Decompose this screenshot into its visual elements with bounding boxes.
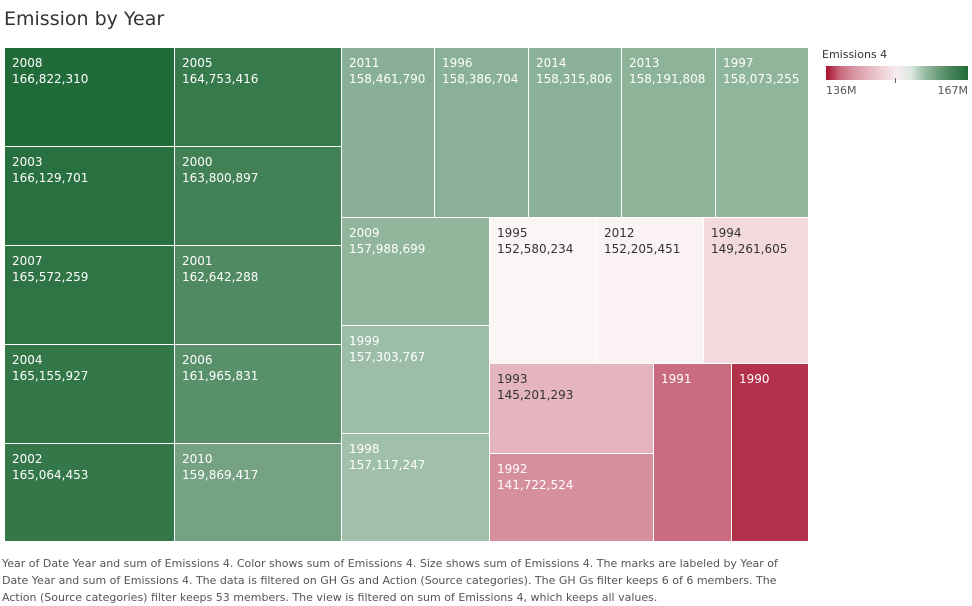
cell-value-label: 158,191,808: [629, 72, 706, 86]
cell-value-label: 141,722,524: [497, 478, 574, 492]
treemap-cell-2013[interactable]: 2013 158,191,808: [622, 48, 716, 218]
cell-year-label: 1990: [739, 372, 770, 386]
cell-year-label: 2006: [182, 353, 213, 367]
cell-year-label: 1999: [349, 334, 380, 348]
cell-value-label: 145,201,293: [497, 388, 574, 402]
treemap-cell-2006[interactable]: 2006 161,965,831: [175, 345, 342, 444]
cell-value-label: 165,064,453: [12, 468, 89, 482]
treemap-cell-2012[interactable]: 2012 152,205,451: [597, 218, 704, 364]
cell-value-label: 163,800,897: [182, 171, 259, 185]
cell-year-label: 2011: [349, 56, 380, 70]
cell-year-label: 2002: [12, 452, 43, 466]
treemap-cell-2004[interactable]: 2004 165,155,927: [5, 345, 175, 444]
cell-year-label: 2005: [182, 56, 213, 70]
cell-value-label: 157,988,699: [349, 242, 426, 256]
treemap-cell-1996[interactable]: 1996 158,386,704: [435, 48, 529, 218]
cell-value-label: 159,869,417: [182, 468, 259, 482]
cell-value-label: 158,461,790: [349, 72, 426, 86]
cell-year-label: 2007: [12, 254, 43, 268]
treemap-cell-2014[interactable]: 2014 158,315,806: [529, 48, 622, 218]
cell-value-label: 164,753,416: [182, 72, 259, 86]
cell-year-label: 1996: [442, 56, 473, 70]
treemap-cell-1992[interactable]: 1992 141,722,524: [490, 454, 654, 542]
treemap-cell-2011[interactable]: 2011 158,461,790: [342, 48, 435, 218]
treemap-cell-2002[interactable]: 2002 165,064,453: [5, 444, 175, 542]
chart-title: Emission by Year: [4, 8, 165, 30]
treemap-cell-2000[interactable]: 2000 163,800,897: [175, 147, 342, 246]
treemap-cell-1999[interactable]: 1999 157,303,767: [342, 326, 490, 434]
cell-year-label: 1992: [497, 462, 528, 476]
cell-value-label: 158,073,255: [723, 72, 800, 86]
treemap-cell-2003[interactable]: 2003 166,129,701: [5, 147, 175, 246]
cell-year-label: 2009: [349, 226, 380, 240]
cell-value-label: 149,261,605: [711, 242, 788, 256]
treemap-cell-2001[interactable]: 2001 162,642,288: [175, 246, 342, 345]
cell-value-label: 166,129,701: [12, 171, 89, 185]
chart-caption: Year of Date Year and sum of Emissions 4…: [2, 557, 778, 604]
cell-year-label: 1993: [497, 372, 528, 386]
cell-year-label: 1997: [723, 56, 754, 70]
treemap-cell-1995[interactable]: 1995 152,580,234: [490, 218, 597, 364]
treemap-cell-2008[interactable]: 2008 166,822,310: [5, 48, 175, 147]
cell-year-label: 1998: [349, 442, 380, 456]
cell-value-label: 152,580,234: [497, 242, 574, 256]
treemap-cell-2009[interactable]: 2009 157,988,699: [342, 218, 490, 326]
cell-year-label: 2004: [12, 353, 43, 367]
legend-gradient: [826, 66, 968, 80]
treemap-cell-1998[interactable]: 1998 157,117,247: [342, 434, 490, 542]
cell-value-label: 165,572,259: [12, 270, 89, 284]
legend-min-label: 136M: [826, 84, 857, 97]
legend-tick: [895, 78, 896, 83]
color-legend: Emissions 4 136M 167M: [822, 48, 972, 98]
cell-value-label: 158,386,704: [442, 72, 519, 86]
cell-year-label: 1995: [497, 226, 528, 240]
cell-year-label: 2010: [182, 452, 213, 466]
treemap-cell-2010[interactable]: 2010 159,869,417: [175, 444, 342, 542]
treemap-cell-1990[interactable]: 1990: [732, 364, 809, 542]
legend-max-label: 167M: [937, 84, 969, 97]
cell-year-label: 2000: [182, 155, 213, 169]
cell-year-label: 2012: [604, 226, 635, 240]
cell-year-label: 2013: [629, 56, 660, 70]
cell-year-label: 2001: [182, 254, 213, 268]
cell-year-label: 1991: [661, 372, 692, 386]
treemap-cell-2005[interactable]: 2005 164,753,416: [175, 48, 342, 147]
cell-year-label: 1994: [711, 226, 742, 240]
cell-year-label: 2003: [12, 155, 43, 169]
cell-value-label: 162,642,288: [182, 270, 259, 284]
cell-value-label: 166,822,310: [12, 72, 89, 86]
treemap-cell-1991[interactable]: 1991: [654, 364, 732, 542]
cell-value-label: 152,205,451: [604, 242, 681, 256]
cell-value-label: 158,315,806: [536, 72, 613, 86]
treemap-cell-2007[interactable]: 2007 165,572,259: [5, 246, 175, 345]
cell-year-label: 2008: [12, 56, 43, 70]
treemap-cell-1993[interactable]: 1993 145,201,293: [490, 364, 654, 454]
cell-value-label: 165,155,927: [12, 369, 89, 383]
treemap-cell-1997[interactable]: 1997 158,073,255: [716, 48, 809, 218]
cell-year-label: 2014: [536, 56, 567, 70]
cell-value-label: 157,117,247: [349, 458, 426, 472]
legend-title: Emissions 4: [822, 48, 888, 61]
cell-value-label: 161,965,831: [182, 369, 259, 383]
treemap-cell-1994[interactable]: 1994 149,261,605: [704, 218, 809, 364]
cell-value-label: 157,303,767: [349, 350, 426, 364]
